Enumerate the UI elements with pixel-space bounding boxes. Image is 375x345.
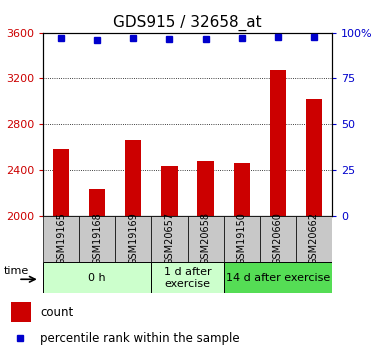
Text: 14 d after exercise: 14 d after exercise [226,273,330,283]
Bar [260,216,296,262]
Bar [53,149,69,216]
Bar [152,262,224,293]
Text: GSM19165: GSM19165 [56,213,66,265]
Bar [234,163,250,216]
Text: GSM20662: GSM20662 [309,213,319,265]
Bar [89,189,105,216]
Text: GSM19168: GSM19168 [92,213,102,265]
Text: GSM20658: GSM20658 [201,213,210,265]
Bar [43,262,152,293]
Text: GSM20660: GSM20660 [273,213,283,265]
Bar [43,216,79,262]
Bar [224,216,260,262]
Bar [125,140,141,216]
Text: percentile rank within the sample: percentile rank within the sample [40,332,240,345]
Bar [188,216,224,262]
Bar [224,262,332,293]
Text: GSM20657: GSM20657 [165,213,174,265]
Bar [79,216,116,262]
Title: GDS915 / 32658_at: GDS915 / 32658_at [113,15,262,31]
Text: count: count [40,306,73,319]
Text: GSM19169: GSM19169 [128,213,138,265]
Text: 0 h: 0 h [88,273,106,283]
Text: time: time [3,266,29,276]
Bar [296,216,332,262]
Bar [306,99,322,216]
Text: 1 d after
exercise: 1 d after exercise [164,267,211,288]
Bar [197,161,214,216]
Bar [161,167,178,216]
Text: GSM19150: GSM19150 [237,213,247,265]
Bar [152,216,188,262]
Bar [116,216,152,262]
Bar [270,70,286,216]
Bar [11,302,31,322]
